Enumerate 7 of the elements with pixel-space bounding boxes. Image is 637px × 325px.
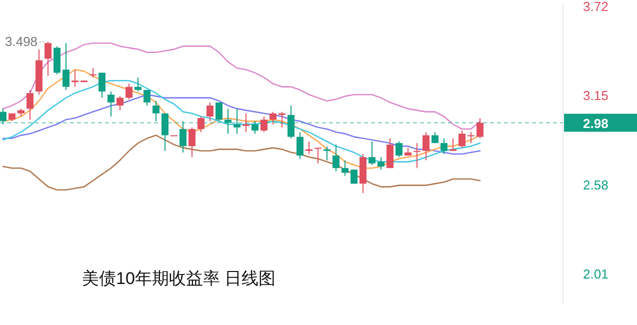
y-tick-label: 2.01 (583, 266, 608, 282)
y-tick-label: 3.72 (583, 0, 608, 14)
y-tick-label: 2.58 (583, 177, 608, 192)
annotation: 3.498 (5, 34, 38, 49)
y-tick-label: 3.15 (583, 88, 608, 104)
text: 美债10年期收益率 日线图 (82, 269, 276, 288)
ref-line-label: 2.98 (583, 116, 608, 131)
